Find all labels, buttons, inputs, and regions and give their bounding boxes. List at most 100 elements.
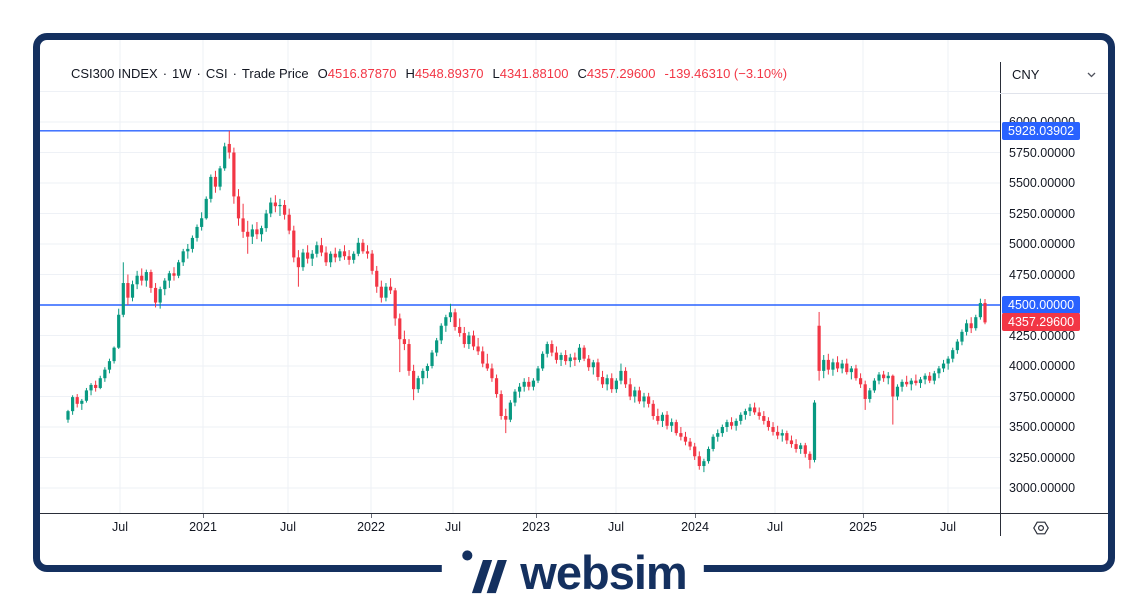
candle-body	[494, 378, 499, 395]
chart-canvas[interactable]	[40, 40, 1000, 518]
candle-body	[282, 204, 287, 215]
candle-body	[467, 335, 471, 345]
time-tick-label: Jul	[608, 520, 624, 534]
candle-body	[886, 375, 890, 379]
candle-body	[937, 368, 941, 374]
candle-body	[858, 378, 863, 385]
candle-body	[923, 375, 927, 380]
candle-body	[149, 272, 153, 288]
candle-body	[80, 400, 84, 404]
time-tick-label: 2024	[681, 520, 709, 534]
websim-logo-mark	[461, 550, 507, 594]
candle-body	[706, 448, 711, 462]
candle-body	[324, 252, 328, 263]
candle-body	[195, 226, 199, 238]
candle-body	[384, 286, 388, 298]
price-label-badge[interactable]: 4500.00000	[1002, 296, 1081, 314]
candle-body	[140, 275, 144, 281]
candle-body	[513, 391, 517, 403]
candle-body	[112, 347, 116, 362]
candle-body	[89, 384, 93, 391]
candle-body	[158, 289, 162, 303]
chart-panel: CSI300 INDEX · 1W · CSI · Trade Price O4516.878…	[33, 33, 1115, 572]
candle-body	[845, 363, 849, 373]
candle-body	[462, 333, 466, 345]
candle-body	[485, 363, 489, 369]
candle-body	[596, 362, 600, 377]
candle-body	[679, 433, 683, 437]
currency-selector[interactable]: CNY	[1000, 56, 1108, 94]
candle-body	[458, 326, 462, 334]
candle-body	[246, 231, 250, 237]
time-tick-mark	[371, 514, 372, 518]
candle-body	[163, 280, 167, 290]
candle-body	[826, 359, 830, 370]
candle-body	[421, 370, 425, 379]
candle-body	[153, 287, 158, 303]
time-tick-label: 2025	[849, 520, 877, 534]
candle-body	[882, 374, 886, 379]
price-tick-label: 4000.00000	[1009, 359, 1076, 373]
candle-body	[430, 352, 434, 366]
legend-separator: ·	[232, 66, 237, 81]
candle-body	[720, 427, 724, 434]
axis-settings-button[interactable]	[1030, 517, 1052, 539]
candle-body	[941, 363, 946, 369]
candle-body	[739, 414, 743, 421]
candle-body	[476, 346, 480, 352]
candle-body	[264, 213, 268, 229]
candle-body	[144, 272, 148, 281]
interval-label: 1W	[172, 66, 192, 81]
legend-separator: ·	[162, 66, 168, 81]
candle-body	[94, 384, 98, 388]
time-tick-label: Jul	[940, 520, 956, 534]
price-tick-label: 3500.00000	[1009, 420, 1076, 434]
candle-body	[435, 340, 439, 353]
candle-body	[600, 376, 605, 385]
candle-body	[416, 378, 420, 390]
price-label-badge[interactable]: 5928.03902	[1002, 121, 1081, 140]
candle-body	[688, 441, 692, 447]
candle-body	[656, 416, 660, 421]
candle-body	[785, 433, 789, 441]
time-tick-label: 2022	[357, 520, 385, 534]
candle-body	[292, 230, 296, 258]
time-tick-mark	[536, 514, 537, 518]
candle-body	[812, 402, 817, 460]
time-axis[interactable]: Jul 2021 Jul 2022 Jul 2023 Jul 2024 Jul 2025 Jul	[40, 514, 1000, 544]
price-tick-label: 3750.00000	[1009, 389, 1076, 404]
candle-body	[536, 368, 540, 381]
candle-body	[504, 416, 508, 420]
candle-body	[711, 436, 715, 449]
candle-body	[725, 422, 729, 427]
candle-body	[559, 355, 563, 360]
candle-body	[693, 446, 697, 457]
candle-body	[900, 381, 904, 387]
candle-body	[776, 431, 780, 436]
candle-body	[978, 303, 982, 318]
candle-body	[241, 218, 245, 232]
candle-body	[453, 312, 457, 327]
candle-body	[186, 248, 190, 252]
candle-body	[103, 369, 107, 379]
time-tick-mark	[695, 514, 696, 518]
candle-body	[614, 380, 618, 390]
price-label-badge[interactable]: 4357.29600	[1002, 313, 1081, 332]
candle-body	[338, 251, 342, 258]
candle-body	[568, 357, 572, 362]
candle-body	[393, 290, 397, 319]
chart-legend[interactable]: CSI300 INDEX · 1W · CSI · Trade Price O4516.878…	[71, 66, 787, 81]
candle-body	[955, 341, 959, 351]
candle-body	[840, 363, 844, 369]
candle-body	[674, 422, 678, 434]
candle-body	[66, 411, 70, 420]
price-axis-border	[1000, 62, 1001, 536]
candle-body	[227, 143, 231, 153]
candle-body	[130, 284, 135, 298]
candle-body	[402, 339, 406, 345]
candle-body	[729, 422, 734, 426]
price-axis[interactable]: 6000.000005750.000005500.000005250.00000…	[1000, 40, 1108, 513]
candle-body	[379, 286, 383, 298]
candle-body	[877, 374, 881, 381]
